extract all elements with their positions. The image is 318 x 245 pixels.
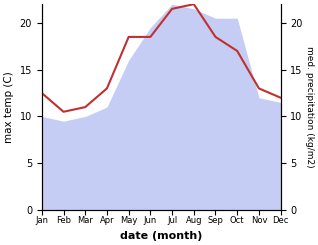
Y-axis label: max temp (C): max temp (C)	[4, 71, 14, 143]
X-axis label: date (month): date (month)	[120, 231, 203, 241]
Y-axis label: med. precipitation (kg/m2): med. precipitation (kg/m2)	[305, 46, 314, 168]
